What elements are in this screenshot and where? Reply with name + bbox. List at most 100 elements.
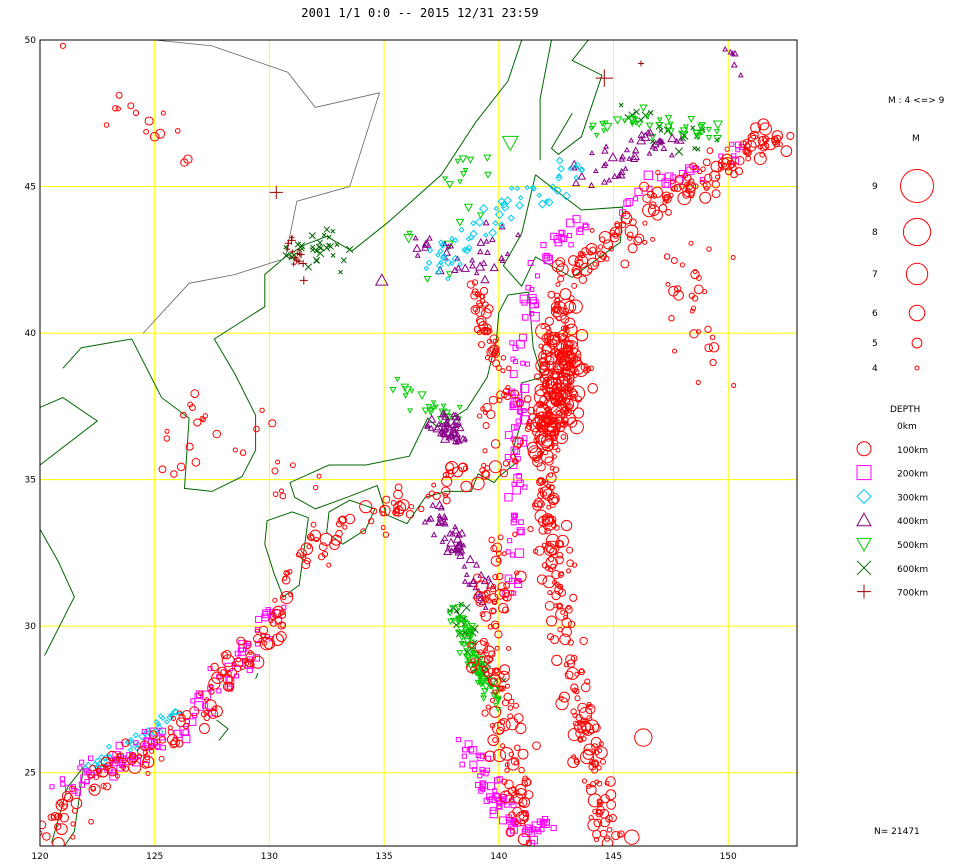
earthquake-point [692,145,697,151]
earthquake-point [42,832,51,841]
earthquake-point [455,736,462,743]
earthquake-point [495,557,501,563]
earthquake-point [536,462,546,472]
earthquake-point [713,129,721,135]
earthquake-point [142,755,155,769]
earthquake-point [593,836,600,843]
earthquake-point [566,666,580,680]
earthquake-point [481,591,489,599]
earthquake-point [682,124,689,130]
earthquake-point [594,250,607,263]
earthquake-point [504,493,513,502]
earthquake-point [396,500,403,507]
earthquake-point [553,186,562,195]
earthquake-point [487,796,493,803]
earthquake-point [568,242,574,248]
earthquake-point [258,637,264,643]
earthquake-point [510,424,518,431]
earthquake-point [488,460,502,474]
earthquake-point [645,129,652,135]
earthquake-point [463,571,470,577]
earthquake-point [550,635,560,645]
earthquake-point [559,334,570,345]
earthquake-point [572,712,578,719]
earthquake-point [468,628,475,634]
earthquake-point [642,203,657,218]
earthquake-point [625,198,634,206]
earthquake-point [762,137,768,143]
earthquake-point [582,222,588,228]
depth-label: 0km [897,422,917,432]
earthquake-point [639,181,650,192]
earthquake-point [524,184,530,191]
earthquake-point [389,386,397,394]
earthquake-point [170,715,176,721]
earthquake-point [515,811,529,825]
earthquake-point [155,128,166,139]
earthquake-point [555,257,566,267]
earthquake-point [551,654,563,667]
earthquake-point [437,503,445,511]
earthquake-point [585,243,598,255]
earthquake-point [570,683,579,692]
earthquake-point [446,610,454,617]
earthquake-point [538,403,544,409]
earthquake-point [436,431,443,437]
earthquake-point [622,210,631,220]
earthquake-point [475,261,486,271]
earthquake-point [441,534,449,541]
earthquake-point [488,228,498,238]
earthquake-point [220,651,229,660]
earthquake-point [585,783,592,789]
earthquake-point [541,819,550,828]
earthquake-point [500,798,507,805]
earthquake-point [780,145,793,157]
earthquake-point [727,160,736,169]
earthquake-point [589,759,596,766]
earthquake-point [472,767,478,773]
magnitude-label: 5 [872,339,878,349]
earthquake-point [708,342,720,353]
earthquake-point [494,630,503,639]
earthquake-point [619,221,627,229]
earthquake-point [55,798,69,812]
earthquake-point [380,511,386,517]
earthquake-point [588,814,594,821]
earthquake-point [556,540,565,549]
earthquake-point [465,654,471,660]
earthquake-point [544,316,554,326]
earthquake-point [316,473,322,479]
earthquake-point [519,333,527,342]
earthquake-point [421,518,429,525]
earthquake-point [737,71,744,78]
earthquake-point [338,515,347,524]
earthquake-point [100,756,112,768]
earthquake-point [579,636,588,646]
earthquake-point [693,284,704,295]
earthquake-point [507,538,513,544]
earthquake-point [176,462,186,472]
earthquake-point [634,187,643,196]
earthquake-point [578,668,585,676]
earthquake-point [600,758,606,765]
earthquake-point [566,348,582,364]
earthquake-point [424,421,431,428]
earthquake-point [190,698,196,704]
earthquake-point [667,133,678,143]
earthquake-point [684,164,694,173]
earthquake-point [281,594,287,600]
earthquake-point [488,536,495,544]
earthquake-point [159,727,167,735]
earthquake-point [212,429,221,439]
earthquake-point [441,475,453,487]
earthquake-point [58,801,65,808]
earthquake-point [560,519,573,532]
earthquake-point [432,423,442,433]
earthquake-point [556,173,562,179]
earthquake-point [493,702,499,709]
earthquake-point [555,174,563,182]
earthquake-point [484,679,491,685]
earthquake-point [669,179,675,185]
earthquake-point [698,129,706,136]
